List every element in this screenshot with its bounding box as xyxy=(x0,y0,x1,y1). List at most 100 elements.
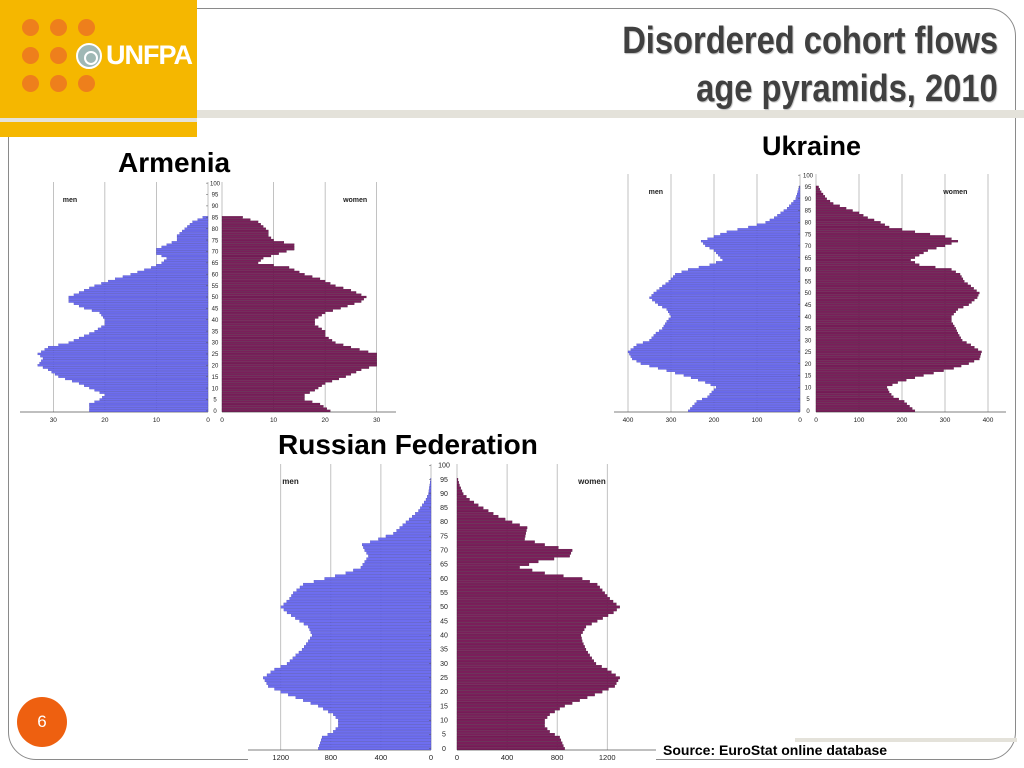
bar-men xyxy=(363,546,432,549)
bar-men xyxy=(327,733,432,736)
bar-women xyxy=(815,348,979,351)
age-tick-label: 30 xyxy=(440,661,448,668)
bar-men xyxy=(692,404,801,408)
men-label: men xyxy=(649,189,663,196)
bar-women xyxy=(221,229,269,233)
bar-women xyxy=(221,334,326,337)
bar-men xyxy=(130,273,209,276)
age-tick-label: 100 xyxy=(803,173,814,179)
bar-men xyxy=(780,211,801,215)
bar-men xyxy=(796,195,801,198)
bar-men xyxy=(268,684,432,688)
bar-men xyxy=(651,336,801,339)
bar-women xyxy=(221,380,333,383)
bar-women xyxy=(221,382,326,385)
bar-women xyxy=(456,563,530,566)
bar-women xyxy=(221,325,319,328)
bar-women xyxy=(456,506,484,510)
bar-women xyxy=(221,304,348,308)
bar-men xyxy=(722,258,801,262)
bar-women xyxy=(815,343,971,346)
bar-women xyxy=(221,252,279,255)
bar-men xyxy=(668,310,801,314)
bar-men xyxy=(675,371,801,375)
bar-men xyxy=(270,670,432,674)
bar-women xyxy=(456,645,585,649)
bar-women xyxy=(221,357,377,360)
bar-men xyxy=(68,298,209,301)
bar-women xyxy=(456,605,620,609)
bar-men xyxy=(629,353,801,356)
bar-men xyxy=(320,741,432,745)
bar-men xyxy=(765,221,801,224)
age-tick-label: 35 xyxy=(805,327,812,333)
bar-women xyxy=(456,628,585,632)
bar-men xyxy=(280,605,432,609)
slide-title-line2: age pyramids, 2010 xyxy=(696,68,998,110)
age-tick-label: 35 xyxy=(212,329,219,335)
bar-women xyxy=(456,483,460,487)
x-tick-label: 200 xyxy=(709,417,720,424)
bar-men xyxy=(318,747,432,750)
bar-men xyxy=(666,369,801,372)
slide-title-line1: Disordered cohort flows xyxy=(622,20,998,62)
x-tick-label: 1200 xyxy=(272,753,289,762)
bar-men xyxy=(44,348,209,351)
bar-women xyxy=(456,619,598,623)
footer-band xyxy=(795,738,1017,742)
bar-men xyxy=(737,228,801,231)
bar-men xyxy=(101,314,209,317)
age-tick-label: 85 xyxy=(805,209,812,215)
bar-women xyxy=(815,211,860,215)
age-tick-label: 80 xyxy=(212,227,219,233)
bar-men xyxy=(84,384,209,387)
bar-women xyxy=(815,329,957,332)
bar-women xyxy=(456,554,570,558)
bar-men xyxy=(364,560,432,564)
bar-women xyxy=(456,650,588,654)
bar-men xyxy=(48,368,209,371)
bar-men xyxy=(415,512,432,515)
x-tick-label: 0 xyxy=(220,417,224,424)
bar-women xyxy=(815,404,910,408)
bar-men xyxy=(662,284,801,288)
pyramid-ukraine: 400 300 200 100 0 0 100 200 300 400 0 5 10 15 20 25 30 35… xyxy=(614,170,1006,428)
bar-men xyxy=(670,277,801,281)
bar-women xyxy=(815,221,881,224)
bar-men xyxy=(338,724,432,728)
age-tick-label: 85 xyxy=(440,505,448,512)
bar-women xyxy=(221,295,367,299)
age-tick-label: 10 xyxy=(440,717,448,724)
bar-women xyxy=(221,268,295,271)
bar-men xyxy=(378,537,432,541)
bar-men xyxy=(103,316,209,319)
bar-men xyxy=(164,259,209,262)
bar-women xyxy=(815,294,979,297)
bar-women xyxy=(221,232,269,235)
bar-men xyxy=(89,405,209,408)
pyramid-ukraine-svg: 400 300 200 100 0 0 100 200 300 40005101520253035… xyxy=(614,173,1006,424)
bar-women xyxy=(221,216,243,219)
bar-men xyxy=(78,382,209,385)
bar-men xyxy=(789,204,801,207)
bar-women xyxy=(221,327,322,330)
bar-men xyxy=(321,735,432,739)
bar-men xyxy=(681,270,801,273)
bar-men xyxy=(713,235,801,238)
bar-women xyxy=(815,303,969,306)
bar-men xyxy=(309,628,432,632)
bar-women xyxy=(456,631,583,634)
bar-women xyxy=(456,727,548,731)
x-tick-label: 800 xyxy=(551,753,564,762)
bar-women xyxy=(815,199,831,203)
bar-men xyxy=(144,268,209,271)
x-tick-label: 200 xyxy=(897,417,908,424)
men-label: men xyxy=(282,477,299,486)
bar-men xyxy=(665,282,801,285)
bar-men xyxy=(683,374,801,377)
bar-men xyxy=(104,393,209,397)
bar-men xyxy=(399,526,432,530)
bar-women xyxy=(815,331,959,335)
bar-women xyxy=(456,679,619,683)
bar-men xyxy=(318,704,432,708)
